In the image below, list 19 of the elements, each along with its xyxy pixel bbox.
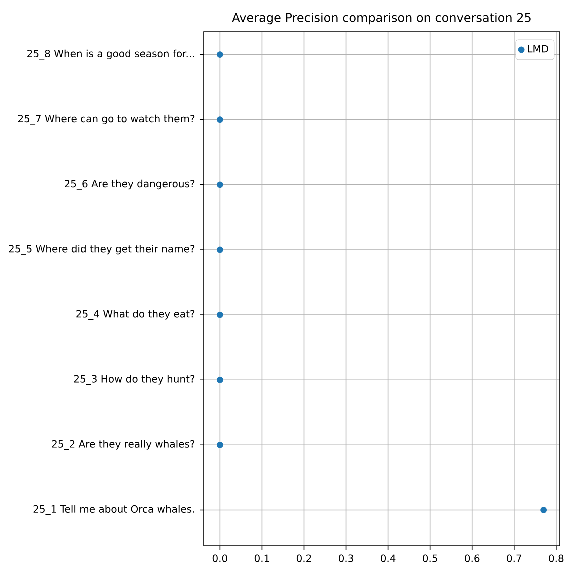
x-tick-label: 0.6: [465, 554, 480, 562]
y-tick-label: 25_2 Are they really whales?: [52, 440, 195, 450]
y-tick-label: 25_1 Tell me about Orca whales.: [34, 505, 194, 516]
x-tick-label: 0.3: [338, 554, 354, 562]
y-tick-label: 25_7 Where can go to watch them?: [18, 114, 195, 125]
legend-label: LMD: [528, 45, 548, 53]
x-tick-label: 0.7: [507, 554, 522, 562]
y-tick-label: 25_3 How do they hunt?: [74, 375, 195, 386]
y-tick-label: 25_6 Are they dangerous?: [65, 180, 195, 190]
x-tick-label: 0.5: [423, 554, 438, 562]
x-tick-label: 0.4: [381, 554, 396, 562]
chart-title: Average Precision comparison on conversation 25: [232, 13, 531, 25]
x-tick-label: 0.0: [212, 554, 228, 562]
x-tick-label: 0.1: [254, 554, 270, 562]
y-tick-label: 25_8 When is a good season for...: [28, 50, 194, 60]
y-tick-label: 25_5 Where did they get their name?: [9, 245, 195, 255]
x-tick-label: 0.8: [549, 554, 564, 562]
y-tick-label: 25_4 What do they eat?: [76, 310, 195, 320]
x-tick-label: 0.2: [296, 554, 312, 562]
